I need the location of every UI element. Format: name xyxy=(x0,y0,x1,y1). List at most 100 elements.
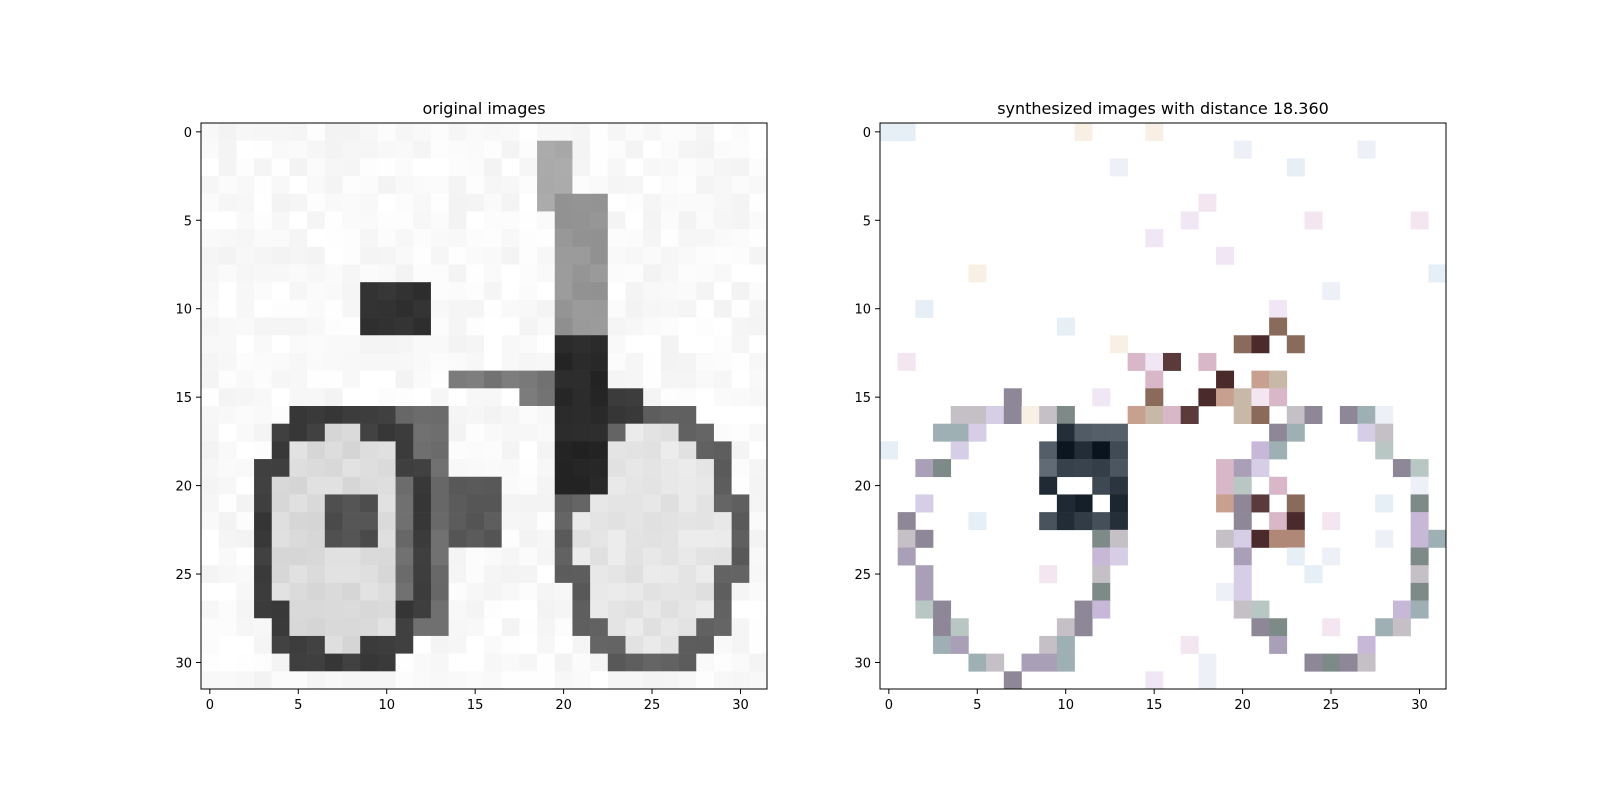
pixel xyxy=(696,423,715,442)
pixel xyxy=(448,370,467,389)
pixel xyxy=(377,565,396,584)
pixel xyxy=(289,299,308,318)
pixel xyxy=(430,547,449,566)
pixel xyxy=(377,158,396,177)
pixel xyxy=(271,282,290,301)
pixel xyxy=(749,123,768,141)
pixel xyxy=(1286,406,1305,424)
pixel xyxy=(466,459,485,478)
pixel xyxy=(289,229,308,248)
pixel xyxy=(607,299,626,318)
pixel xyxy=(1410,494,1429,513)
pixel xyxy=(484,635,502,654)
pixel xyxy=(554,441,573,460)
pixel xyxy=(1251,529,1270,548)
pixel xyxy=(749,671,768,690)
pixel xyxy=(660,406,679,424)
pixel xyxy=(590,600,609,619)
pixel xyxy=(324,158,343,177)
pixel xyxy=(572,246,591,265)
pixel xyxy=(1180,211,1199,230)
pixel xyxy=(696,370,715,389)
pixel xyxy=(537,140,556,159)
pixel xyxy=(360,211,379,230)
pixel xyxy=(289,423,308,442)
pixel xyxy=(519,582,538,601)
pixel xyxy=(324,635,343,654)
pixel xyxy=(448,671,467,690)
pixel xyxy=(607,335,626,354)
pixel xyxy=(696,176,715,195)
pixel xyxy=(1039,635,1058,654)
pixel xyxy=(625,246,644,265)
left-panel: original images 0 5 10 15 20 25 30 0 5 10 15 20 25 3… xyxy=(175,99,768,713)
pixel xyxy=(289,158,308,177)
pixel xyxy=(201,671,219,690)
pixel xyxy=(660,565,679,584)
pixel xyxy=(201,618,219,637)
pixel xyxy=(324,264,343,283)
pixel xyxy=(713,635,732,654)
pixel xyxy=(236,547,255,566)
pixel xyxy=(307,176,326,195)
pixel xyxy=(572,264,591,283)
pixel xyxy=(713,123,732,141)
pixel xyxy=(377,512,396,531)
pixel xyxy=(519,335,538,354)
pixel xyxy=(413,671,432,690)
pixel xyxy=(678,176,697,195)
pixel xyxy=(749,565,768,584)
pixel xyxy=(324,335,343,354)
pixel xyxy=(448,600,467,619)
pixel xyxy=(1269,512,1288,531)
pixel xyxy=(537,317,556,336)
pixel xyxy=(572,176,591,195)
pixel xyxy=(201,529,219,548)
pixel xyxy=(254,335,273,354)
pixel xyxy=(537,423,556,442)
pixel xyxy=(731,618,750,637)
left-y-axis: 0 5 10 15 20 25 30 xyxy=(175,126,201,671)
pixel xyxy=(501,459,520,478)
pixel xyxy=(749,246,768,265)
pixel xyxy=(342,512,361,531)
pixel xyxy=(324,653,343,672)
pixel xyxy=(731,123,750,141)
pixel xyxy=(1375,494,1394,513)
y-tick-label: 20 xyxy=(175,480,192,495)
pixel xyxy=(678,635,697,654)
pixel xyxy=(236,246,255,265)
pixel xyxy=(1109,459,1128,478)
pixel xyxy=(1233,388,1252,407)
pixel xyxy=(1251,494,1270,513)
pixel xyxy=(572,370,591,389)
pixel xyxy=(1092,388,1111,407)
pixel xyxy=(236,618,255,637)
pixel xyxy=(678,459,697,478)
pixel xyxy=(430,352,449,371)
pixel xyxy=(271,565,290,584)
pixel xyxy=(590,282,609,301)
pixel xyxy=(307,476,326,495)
pixel xyxy=(572,529,591,548)
pixel xyxy=(1233,494,1252,513)
pixel xyxy=(448,352,467,371)
pixel xyxy=(590,193,609,212)
pixel xyxy=(537,264,556,283)
pixel xyxy=(271,176,290,195)
pixel xyxy=(713,282,732,301)
pixel xyxy=(484,459,502,478)
pixel xyxy=(466,653,485,672)
pixel xyxy=(254,494,273,513)
pixel xyxy=(395,459,414,478)
pixel xyxy=(201,423,219,442)
pixel xyxy=(236,282,255,301)
pixel xyxy=(201,211,219,230)
pixel xyxy=(466,618,485,637)
pixel xyxy=(1216,388,1235,407)
pixel xyxy=(554,494,573,513)
pixel xyxy=(236,476,255,495)
pixel xyxy=(289,600,308,619)
pixel xyxy=(271,653,290,672)
pixel xyxy=(360,635,379,654)
